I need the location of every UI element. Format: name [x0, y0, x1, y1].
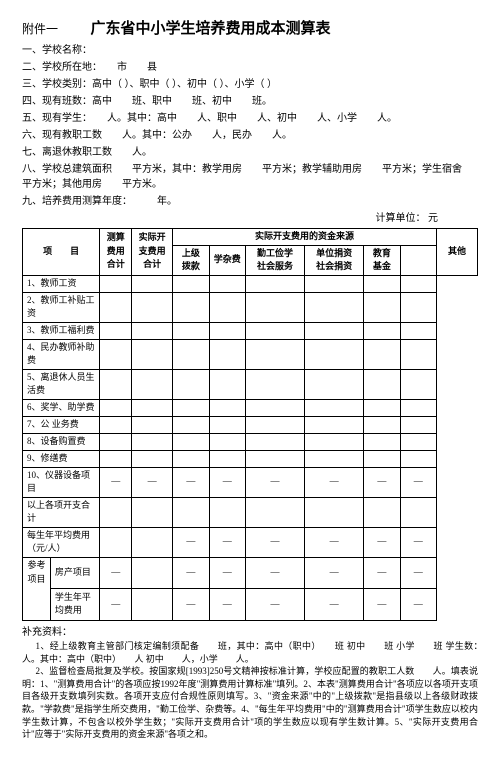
col-item: 项 目 — [23, 228, 100, 275]
col-c4: 单位捐资 社会捐资 — [305, 245, 364, 275]
table-row: 10、仪器设备项目———————— — [23, 467, 478, 497]
attachment-label: 附件一 — [22, 20, 58, 38]
per-student-label: 每生年平均费用（元/人） — [23, 527, 100, 557]
row-label: 5、离退休人员生活费 — [23, 369, 100, 399]
per-student-row: 每生年平均费用（元/人）—————— — [23, 527, 478, 557]
header-line-9: 九、培养费用测算年度： 年。 — [22, 194, 478, 209]
header-line-3: 三、学校类别：高中（ ）、职中（ ）、初中（ ）、小学（ ） — [22, 77, 478, 92]
ref-row-1: 参考 项目 房产项目 学生年平均费用 ——————— — [23, 557, 478, 589]
header-line-4: 四、现有班数：高中 班、职中 班、初中 班。 — [22, 94, 478, 109]
col-c1: 上级 拨款 — [173, 245, 209, 275]
col-source-group: 实际开支费用的资金来源 — [173, 228, 437, 245]
col-budget: 测算 费用 合计 — [100, 228, 132, 275]
header-line-7: 七、离退休教职工数 人。 — [22, 145, 478, 160]
header-line-1: 一、学校名称： — [22, 43, 478, 58]
ref2-label: 学生年平均费用 — [50, 588, 99, 620]
col-c2: 学杂费 — [209, 245, 245, 275]
table-row: 2、教师工补贴工资 — [23, 292, 478, 322]
notes-title: 补充资料： — [22, 625, 478, 640]
table-row: 6、奖学、助学费 — [23, 399, 478, 416]
main-title: 广东省中小学生培养费用成本测算表 — [91, 18, 331, 41]
subtotal-row: 以上各项开支合计 — [23, 497, 478, 527]
table-row: 3、教师工福利费 — [23, 322, 478, 339]
row-label: 4、民办教师补助费 — [23, 339, 100, 369]
header-line-2: 二、学校所在地： 市 县 — [22, 60, 478, 75]
row-label: 2、教师工补贴工资 — [23, 292, 100, 322]
header-line-6: 六、现有教职工数 人。其中：公办 人，民办 人。 — [22, 128, 478, 143]
header-line-5: 五、现有学生： 人。其中：高中 人、职中 人、初中 人、小学 人。 — [22, 111, 478, 126]
row-label: 9、修缮费 — [23, 450, 100, 467]
subtotal-label: 以上各项开支合计 — [23, 497, 100, 527]
row-label: 8、设备购置费 — [23, 433, 100, 450]
table-row: 4、民办教师补助费 — [23, 339, 478, 369]
col-c6: 其他 — [436, 228, 477, 275]
unit-label: 计算单位： 元 — [22, 211, 478, 226]
row-label: 6、奖学、助学费 — [23, 399, 100, 416]
header-line-8: 八、学校总建筑面积 平方米，其中：教学用房 平方米；教学辅助用房 平方米；学生宿… — [22, 162, 478, 192]
note-line-1: 1、经上级教育主管部门核定编制须配备 班，其中：高中（职中） 班 初中 班 小学… — [22, 640, 478, 665]
ref-group-label: 参考 项目 — [23, 558, 50, 589]
row-label: 10、仪器设备项目 — [23, 467, 100, 497]
table-row: 1、教师工资 — [23, 275, 478, 292]
col-c5: 教育 基金 — [364, 245, 400, 275]
table-row: 9、修缮费 — [23, 450, 478, 467]
row-label: 3、教师工福利费 — [23, 322, 100, 339]
note-line-2: 2、监督检查局批复及学校。按国家规[1993]250号文精神按标准计算，学校应配… — [22, 665, 478, 741]
table-row: 8、设备购置费 — [23, 433, 478, 450]
table-row: 7、公 业务费 — [23, 416, 478, 433]
cost-table: 项 目 测算 费用 合计 实际开 支费用 合计 实际开支费用的资金来源 其他 上… — [22, 228, 478, 622]
col-actual: 实际开 支费用 合计 — [132, 228, 173, 275]
col-c3: 勤工俭学 社会服务 — [245, 245, 304, 275]
table-row: 5、离退休人员生活费 — [23, 369, 478, 399]
row-label: 7、公 业务费 — [23, 416, 100, 433]
row-label: 1、教师工资 — [23, 275, 100, 292]
ref1-label: 房产项目 — [50, 558, 99, 589]
